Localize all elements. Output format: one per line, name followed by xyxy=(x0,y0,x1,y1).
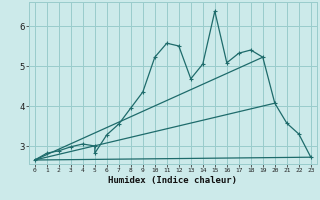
X-axis label: Humidex (Indice chaleur): Humidex (Indice chaleur) xyxy=(108,176,237,185)
